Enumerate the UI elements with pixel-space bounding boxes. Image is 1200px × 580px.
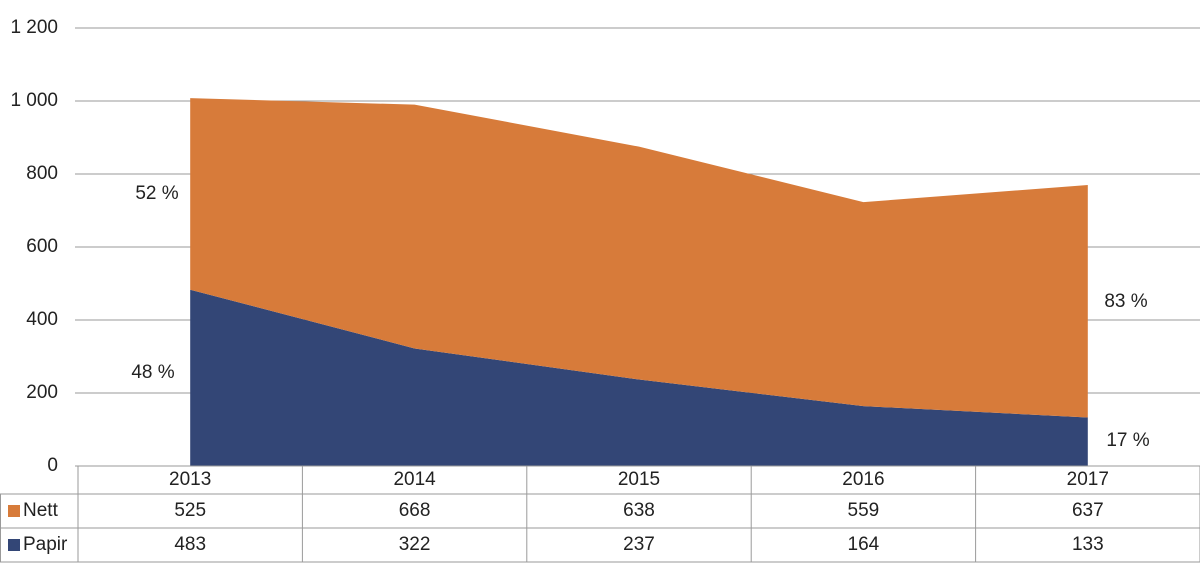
x-tick-label: 2016 [842, 469, 884, 490]
annotation: 83 % [1104, 291, 1147, 312]
x-tick-label: 2015 [618, 469, 660, 490]
area [190, 98, 1088, 418]
y-tick-label: 1 000 [10, 90, 58, 111]
y-tick-label: 600 [26, 236, 58, 257]
table-value: 638 [623, 500, 655, 521]
table-value: 322 [399, 534, 431, 555]
y-tick-label: 400 [26, 309, 58, 330]
area [190, 289, 1088, 466]
y-tick-label: 200 [26, 382, 58, 403]
legend-label: Papir [23, 534, 68, 555]
table-value: 483 [174, 534, 206, 555]
legend-label: Nett [23, 500, 59, 521]
legend-swatch [8, 539, 20, 551]
x-tick-label: 2017 [1067, 469, 1109, 490]
x-tick-label: 2013 [169, 469, 211, 490]
annotation: 48 % [131, 362, 174, 383]
y-tick-label: 1 200 [10, 17, 58, 38]
table-value: 237 [623, 534, 655, 555]
table-value: 133 [1072, 534, 1104, 555]
legend-swatch [8, 505, 20, 517]
y-tick-label: 800 [26, 163, 58, 184]
table-value: 637 [1072, 500, 1104, 521]
x-tick-label: 2014 [393, 469, 436, 490]
table-value: 164 [848, 534, 880, 555]
y-tick-label: 0 [47, 455, 58, 476]
annotation: 52 % [135, 183, 178, 204]
table-value: 559 [848, 500, 880, 521]
annotation: 17 % [1106, 430, 1149, 451]
table-value: 668 [399, 500, 431, 521]
table-value: 525 [174, 500, 206, 521]
